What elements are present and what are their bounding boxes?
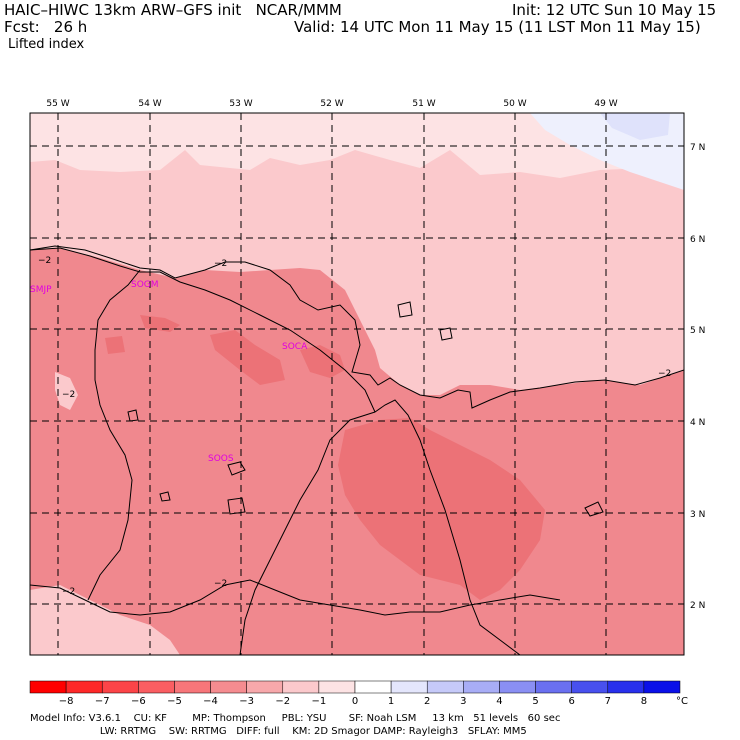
colorbar-cell: [426, 680, 464, 694]
header-init: Init: 12 UTC Sun 10 May 15: [512, 1, 717, 19]
sw-light-patch: [30, 585, 180, 655]
colorbar-tick-label: −3: [239, 696, 254, 707]
lat-label: 6 N: [690, 235, 705, 245]
lon-label: 49 W: [594, 99, 617, 109]
colorbar-tick-label: 2: [424, 696, 430, 707]
lat-label: 7 N: [690, 143, 705, 153]
w-light-patch: [55, 372, 78, 410]
colorbar-tick-label: −4: [203, 696, 218, 707]
colorbar-tick-label: 7: [605, 696, 611, 707]
colorbar-cell: [607, 680, 645, 694]
colorbar-tick-label: −5: [167, 696, 182, 707]
contour-label: −2: [38, 256, 51, 266]
station-label-smjp: SMJP: [30, 285, 52, 295]
lon-label: 51 W: [412, 99, 435, 109]
header-valid: Valid: 14 UTC Mon 11 May 15 (11 LST Mon …: [294, 18, 701, 36]
contour-label: −2: [62, 390, 75, 400]
contour-islet-7: [439, 327, 453, 341]
colorbar-tick-label: 6: [568, 696, 574, 707]
coastline: [30, 247, 521, 655]
contour-label: −2: [214, 579, 227, 589]
colorbar-cell: [318, 680, 356, 694]
contour-minus2-south: [30, 579, 561, 616]
colorbar-tick-label: 4: [496, 696, 502, 707]
contour-islet-6: [159, 491, 171, 502]
colorbar-labels: −8 −7 −6 −5 −4 −3 −2 −1 0 1 2 3 4 5 6 7 8: [59, 696, 647, 707]
contour-label: −2: [658, 369, 671, 379]
colorbar-cell: [65, 680, 103, 694]
header-field-name: Lifted index: [8, 37, 85, 52]
header-forecast: Fcst: 26 h: [4, 18, 88, 36]
colorbar-cell: [499, 680, 536, 694]
header-title: HAIC–HIWC 13km ARW–GFS init NCAR/MMM: [4, 1, 342, 19]
plot-frame: [29, 112, 685, 656]
colorbar-cell: [282, 680, 320, 694]
dark-patch-3: [105, 336, 125, 354]
contour-label: −2: [214, 259, 227, 269]
colorbar-cell: [643, 680, 681, 694]
lifted-index-fill: [30, 113, 684, 655]
colorbar: [29, 680, 681, 694]
model-info-line1: Model Info: V3.6.1 CU: KF MP: Thompson P…: [30, 713, 561, 724]
colorbar-cell: [174, 680, 211, 694]
dark-patch-east: [338, 418, 545, 600]
colorbar-cell: [535, 680, 572, 694]
lon-label: 54 W: [138, 99, 161, 109]
colorbar-tick-label: 0: [352, 696, 358, 707]
colorbar-cell: [210, 680, 247, 694]
colorbar-cell: [571, 680, 609, 694]
colorbar-cell: [246, 680, 284, 694]
lon-label: 53 W: [229, 99, 252, 109]
colorbar-unit: °C: [676, 696, 688, 707]
colorbar-tick-label: −2: [275, 696, 290, 707]
dark-patch-4: [300, 345, 345, 378]
colorbar-cell: [390, 680, 428, 694]
colorbar-tick-label: −8: [59, 696, 74, 707]
colorbar-tick-label: 5: [532, 696, 538, 707]
colorbar-cell: [29, 680, 67, 694]
colorbar-cell: [138, 680, 175, 694]
lon-label: 50 W: [503, 99, 526, 109]
blue-patch-dark: [600, 113, 670, 140]
contour-islet-5: [127, 409, 139, 422]
colorbar-tick-label: −1: [312, 696, 327, 707]
border-suriname-fguiana: [239, 411, 376, 655]
model-info-line2: LW: RRTMG SW: RRTMG DIFF: full KM: 2D Sm…: [30, 726, 527, 737]
graticule: [30, 113, 684, 655]
lon-label: 55 W: [46, 99, 69, 109]
colorbar-tick-label: 8: [641, 696, 647, 707]
lat-label: 2 N: [690, 601, 705, 611]
colorbar-cell: [101, 680, 139, 694]
lat-label: 4 N: [690, 418, 705, 428]
colorbar-tick-label: −7: [95, 696, 110, 707]
colorbar-cell: [463, 680, 500, 694]
border-suriname-guyana: [87, 269, 141, 601]
colorbar-cell: [354, 680, 392, 694]
colorbar-tick-label: 1: [388, 696, 394, 707]
colorbar-tick-label: −6: [131, 696, 146, 707]
contour-label: −2: [62, 587, 75, 597]
colorbar-tick-label: 3: [460, 696, 466, 707]
station-label-soca: SOCA: [282, 342, 308, 352]
lat-label: 3 N: [690, 510, 705, 520]
dark-patch-1: [210, 330, 285, 385]
lon-label: 52 W: [320, 99, 343, 109]
station-label-soos: SOOS: [208, 454, 234, 464]
contour-islet-1: [397, 301, 413, 318]
contour-islet-3: [227, 461, 246, 476]
lat-label: 5 N: [690, 326, 705, 336]
station-label-sogm: SOGM: [131, 280, 159, 290]
contour-islet-4: [227, 497, 246, 515]
